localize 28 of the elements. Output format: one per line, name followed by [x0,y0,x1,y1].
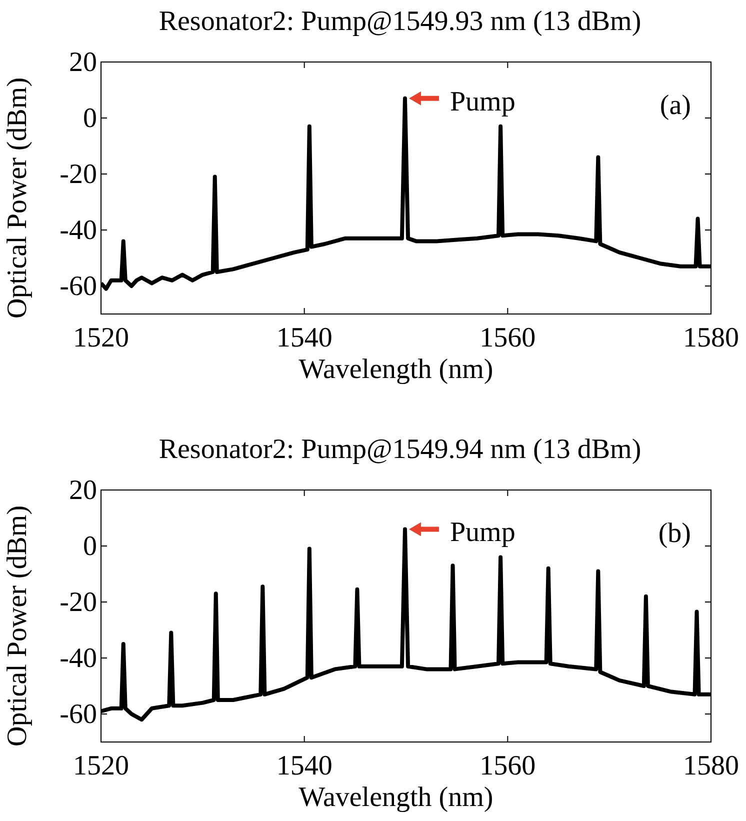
y-tick-label: 20 [69,46,97,78]
y-tick-label: 0 [83,102,97,134]
x-tick-label: 1520 [73,750,129,782]
y-tick-label: -40 [60,642,97,674]
y-axis-title: Optical Power (dBm) [2,77,33,319]
y-tick-label: -40 [60,214,97,246]
x-tick-label: 1560 [480,322,536,354]
x-axis-title: Wavelength (nm) [298,782,494,813]
annotation: Pump [450,86,516,118]
y-tick-label: 0 [83,530,97,562]
y-tick-label: -60 [60,270,97,302]
x-tick-label: 1580 [683,322,739,354]
annotation: (b) [658,518,691,549]
x-tick-label: 1520 [73,322,129,354]
x-axis-title: Wavelength (nm) [298,354,494,385]
x-tick-label: 1540 [276,750,332,782]
x-tick-label: 1540 [276,322,332,354]
y-axis-title: Optical Power (dBm) [2,505,33,747]
y-tick-label: -60 [60,698,97,730]
chart-title: Resonator2: Pump@1549.94 nm (13 dBm) [158,434,642,465]
y-tick-label: 20 [69,474,97,506]
x-tick-label: 1560 [480,750,536,782]
y-tick-label: -20 [60,158,97,190]
annotation: (a) [660,90,691,121]
annotation: Pump [450,517,516,548]
y-tick-label: -20 [60,586,97,618]
x-tick-label: 1580 [683,750,739,782]
chart-title: Resonator2: Pump@1549.93 nm (13 dBm) [158,6,642,37]
